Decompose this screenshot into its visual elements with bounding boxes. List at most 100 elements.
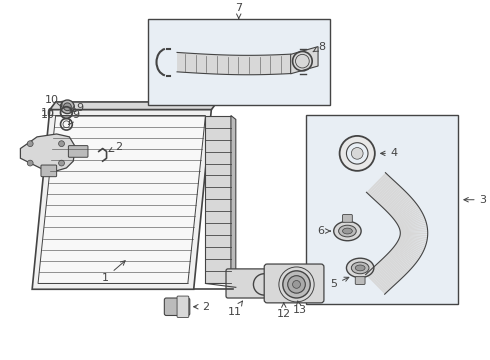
Polygon shape [380, 260, 400, 282]
Polygon shape [399, 237, 426, 246]
Polygon shape [372, 178, 392, 199]
Polygon shape [373, 267, 393, 288]
Polygon shape [397, 211, 422, 225]
FancyBboxPatch shape [355, 276, 365, 284]
Polygon shape [394, 203, 416, 220]
Polygon shape [373, 179, 393, 200]
Text: 13: 13 [293, 301, 306, 315]
Text: 2: 2 [109, 141, 122, 152]
Circle shape [59, 160, 65, 166]
Polygon shape [392, 199, 414, 218]
Polygon shape [392, 248, 414, 267]
Text: 7: 7 [235, 3, 243, 19]
Polygon shape [400, 223, 427, 231]
Polygon shape [384, 190, 405, 210]
Polygon shape [367, 173, 387, 194]
Polygon shape [398, 239, 423, 253]
Polygon shape [291, 46, 318, 74]
Text: 10: 10 [45, 95, 59, 105]
Circle shape [59, 141, 65, 147]
Polygon shape [396, 207, 420, 224]
Text: 9: 9 [76, 103, 84, 113]
Circle shape [351, 148, 363, 159]
Polygon shape [379, 184, 399, 205]
FancyBboxPatch shape [264, 264, 324, 303]
Text: 6: 6 [318, 226, 330, 236]
Polygon shape [383, 188, 403, 209]
Polygon shape [386, 191, 406, 211]
Circle shape [27, 160, 33, 166]
Text: 8: 8 [313, 42, 325, 52]
Polygon shape [32, 110, 211, 289]
Polygon shape [368, 174, 388, 195]
Circle shape [293, 280, 300, 288]
Polygon shape [397, 241, 421, 257]
Polygon shape [388, 194, 409, 214]
Polygon shape [400, 227, 427, 232]
Polygon shape [384, 257, 404, 277]
Polygon shape [385, 256, 405, 276]
FancyBboxPatch shape [41, 165, 57, 177]
FancyBboxPatch shape [226, 269, 267, 298]
Polygon shape [400, 233, 428, 236]
Text: 9: 9 [69, 109, 80, 125]
Polygon shape [380, 185, 401, 207]
Ellipse shape [339, 225, 356, 237]
Polygon shape [400, 233, 428, 234]
Circle shape [346, 143, 368, 164]
Polygon shape [386, 254, 407, 275]
Polygon shape [370, 269, 390, 291]
Text: 12: 12 [277, 303, 291, 319]
FancyBboxPatch shape [147, 19, 330, 105]
Polygon shape [397, 209, 421, 224]
Ellipse shape [334, 221, 361, 241]
Polygon shape [397, 240, 422, 255]
FancyBboxPatch shape [177, 296, 189, 318]
Polygon shape [366, 273, 386, 294]
Polygon shape [371, 268, 392, 289]
Polygon shape [38, 116, 205, 283]
Polygon shape [376, 181, 396, 203]
Text: 4: 4 [381, 148, 398, 158]
Circle shape [27, 141, 33, 147]
Polygon shape [399, 238, 425, 249]
Polygon shape [399, 216, 424, 228]
Polygon shape [398, 239, 424, 251]
Polygon shape [393, 201, 416, 219]
Text: 11: 11 [228, 301, 243, 316]
Polygon shape [399, 220, 426, 229]
Polygon shape [375, 180, 395, 202]
Polygon shape [391, 249, 412, 269]
Polygon shape [399, 217, 425, 229]
Text: 10: 10 [41, 109, 55, 120]
Polygon shape [391, 198, 413, 217]
Polygon shape [378, 262, 398, 283]
Polygon shape [382, 187, 402, 208]
Circle shape [283, 271, 310, 298]
Ellipse shape [343, 228, 352, 234]
Polygon shape [377, 263, 397, 284]
Polygon shape [400, 225, 427, 231]
Circle shape [64, 103, 72, 111]
Text: 1: 1 [102, 261, 125, 283]
Polygon shape [395, 243, 419, 260]
Polygon shape [231, 116, 236, 287]
Polygon shape [368, 271, 389, 292]
Polygon shape [21, 134, 75, 171]
FancyBboxPatch shape [306, 114, 458, 304]
Polygon shape [394, 204, 417, 221]
Polygon shape [370, 176, 391, 198]
Polygon shape [400, 234, 427, 238]
Polygon shape [367, 272, 388, 293]
Circle shape [288, 276, 305, 293]
Polygon shape [400, 231, 428, 233]
Polygon shape [400, 234, 427, 240]
Text: 5: 5 [330, 277, 349, 289]
Polygon shape [390, 251, 411, 270]
Polygon shape [374, 265, 394, 287]
Polygon shape [392, 247, 415, 266]
Polygon shape [388, 252, 410, 272]
Polygon shape [50, 102, 217, 110]
FancyBboxPatch shape [69, 145, 88, 157]
Polygon shape [400, 235, 427, 242]
